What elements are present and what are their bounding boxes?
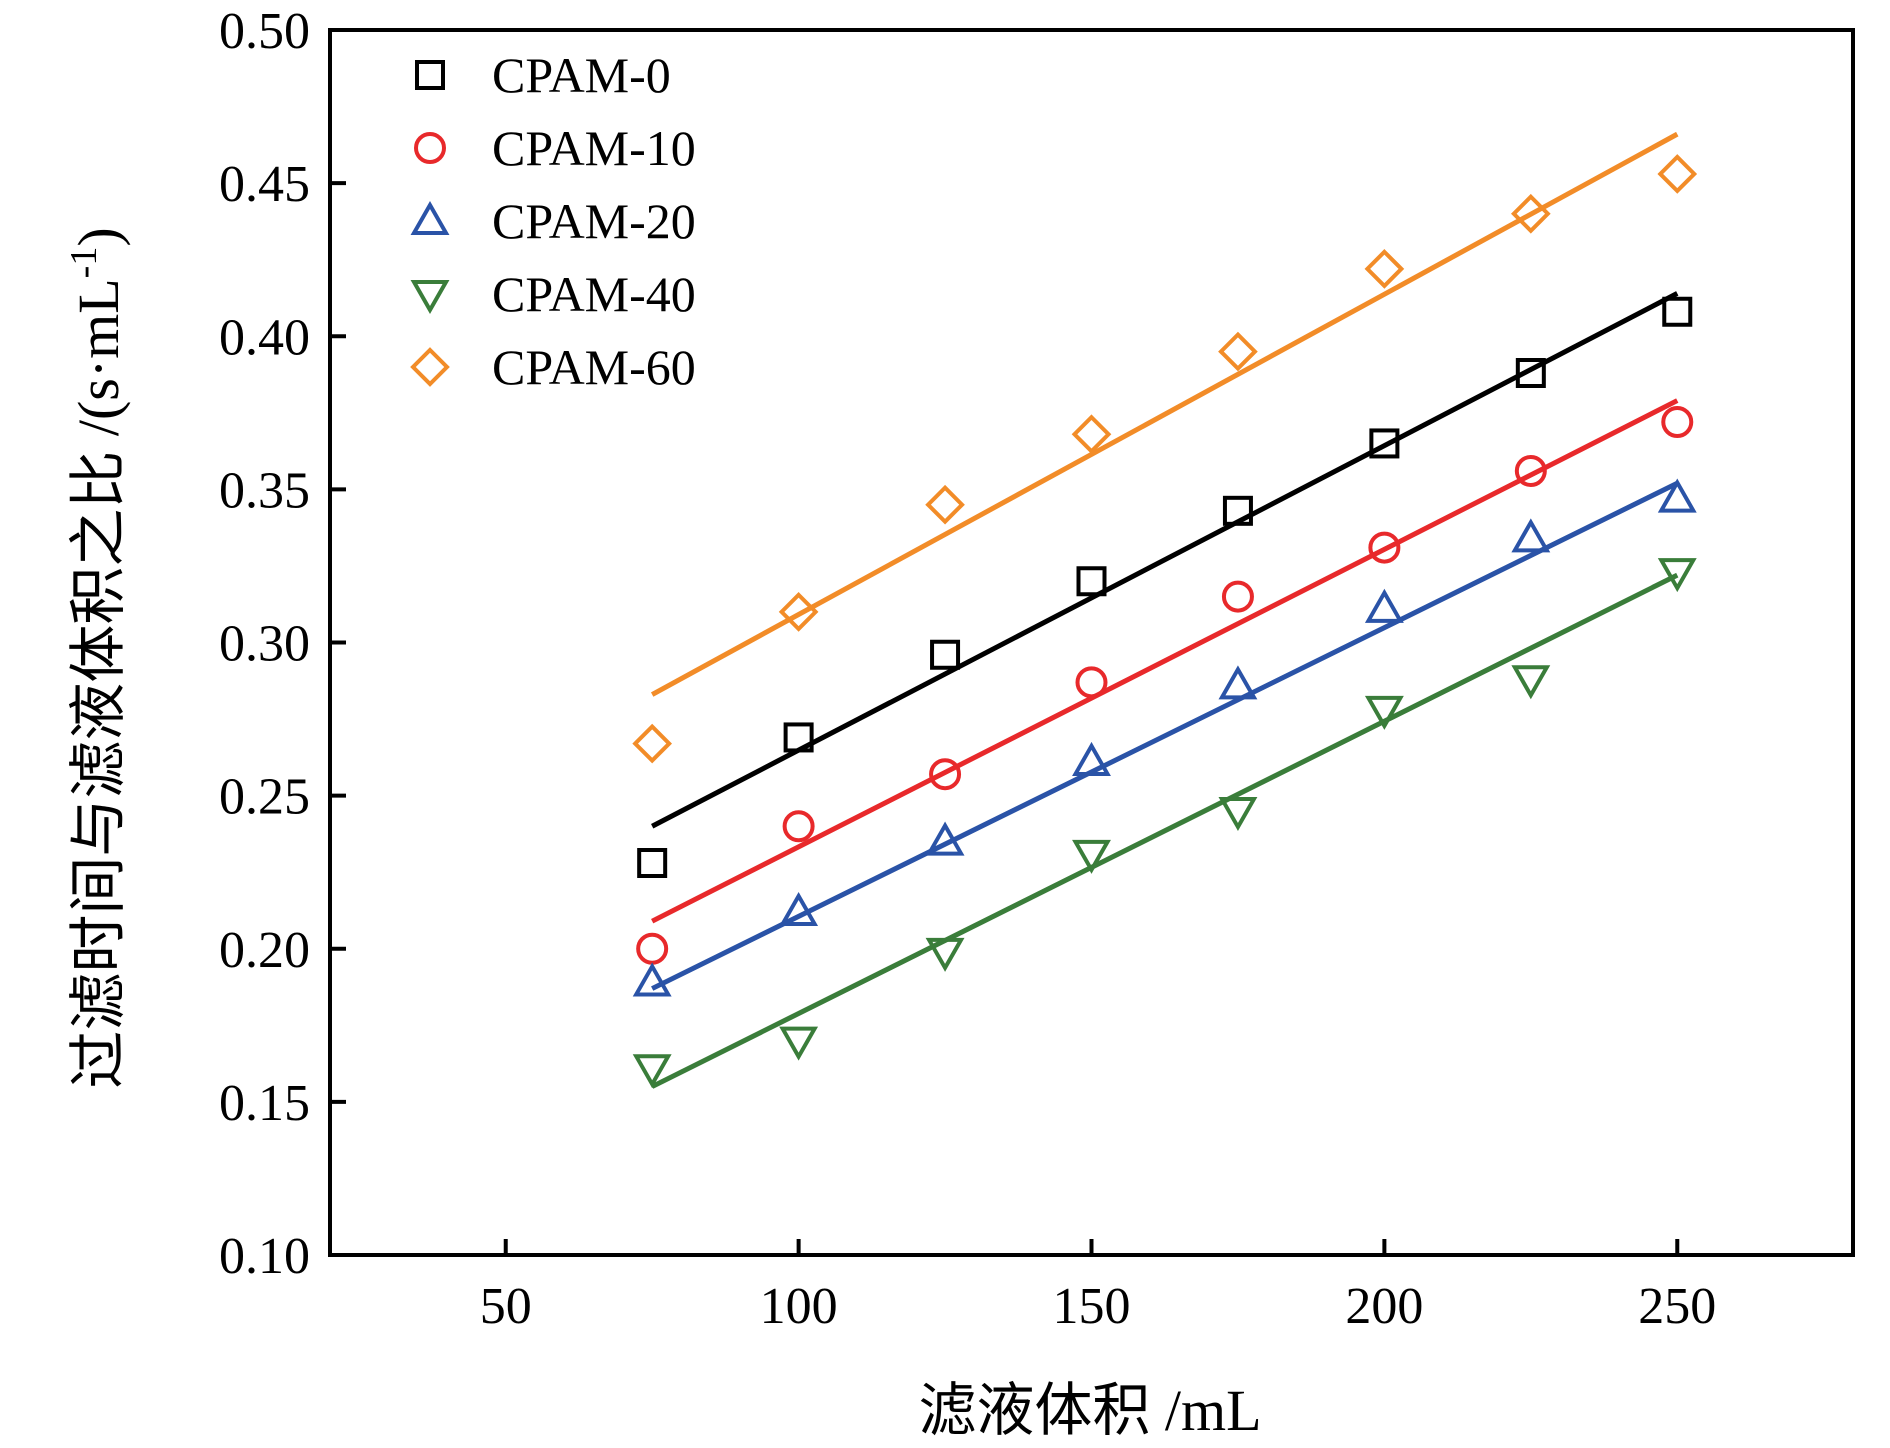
data-point-cpam-40 [1072,839,1111,874]
data-point-cpam-20 [1511,518,1551,553]
data-point-cpam-0 [637,848,668,878]
fit-line-cpam-60 [650,131,1679,697]
legend-label-cpam-0: CPAM-0 [492,47,671,103]
data-point-cpam-20 [1218,665,1258,700]
data-point-cpam-40 [1364,695,1404,730]
y-tick-label: 0.30 [219,616,310,673]
data-point-cpam-40 [1657,558,1697,593]
data-point-cpam-0 [1515,358,1546,388]
data-point-cpam-0 [1076,566,1107,597]
fit-line-cpam-20 [651,481,1679,991]
data-point-cpam-20 [925,821,965,856]
legend-marker-cpam-60 [410,347,450,387]
data-point-cpam-40 [779,1026,819,1061]
y-tick-label: 0.25 [219,769,310,826]
legend-label-cpam-20: CPAM-20 [492,193,696,249]
data-point-cpam-20 [632,962,672,997]
data-point-cpam-60 [1218,331,1258,372]
legend: CPAM-0 CPAM-10 CPAM-20 CPAM-40 CPAM-60 [410,47,696,395]
y-tick-label: 0.45 [219,156,310,213]
x-tick-label: 150 [1053,1278,1131,1335]
legend-marker-cpam-10 [414,132,446,164]
x-tick-label: 250 [1638,1278,1716,1335]
data-point-cpam-20 [1364,588,1404,623]
x-tick-label: 200 [1345,1278,1423,1335]
y-axis-title: 过滤时间与滤液体积之比 /(s·mL-1) [63,227,131,1088]
y-axis-title-close: ) [66,227,131,246]
data-point-cpam-0 [1369,428,1400,459]
legend-label-cpam-10: CPAM-10 [492,120,696,176]
data-point-cpam-40 [1218,796,1258,831]
axes: 50 100 150 200 250 0.10 0.15 0.20 0.25 0.30 0.35 0.… [219,3,1855,1335]
y-axis-title-main: 过滤时间与滤液体积之比 /(s·mL [66,278,131,1088]
fit-line-cpam-0 [651,291,1679,829]
data-point-cpam-60 [778,592,819,632]
data-point-cpam-10 [1075,666,1108,699]
data-point-cpam-60 [1364,249,1405,289]
data-point-cpam-40 [1511,665,1551,700]
data-point-cpam-10 [782,810,815,843]
data-point-cpam-0 [1222,495,1253,526]
y-axis-title-superscript: -1 [63,247,105,279]
data-point-cpam-10 [1661,406,1694,438]
data-point-cpam-0 [783,722,814,753]
data-point-cpam-60 [1510,193,1551,234]
data-point-cpam-20 [1072,741,1111,776]
y-tick-label: 0.10 [219,1228,310,1285]
y-tick-label: 0.20 [219,922,310,979]
legend-marker-cpam-40 [410,280,450,315]
x-tick-label: 50 [480,1278,532,1335]
data-point-cpam-60 [1071,414,1112,455]
data-point-cpam-40 [632,1054,672,1089]
legend-marker-cpam-0 [415,60,445,90]
fit-lines [650,131,1679,1089]
data-point-cpam-20 [1657,478,1697,513]
data-point-cpam-60 [925,484,965,525]
x-tick-label: 100 [760,1278,838,1335]
data-point-cpam-10 [1221,580,1254,613]
y-tick-label: 0.15 [219,1075,310,1132]
data-point-cpam-20 [779,891,819,926]
data-point-cpam-10 [636,932,669,965]
data-markers [632,154,1698,1089]
data-point-cpam-0 [1662,296,1693,327]
data-point-cpam-60 [1657,154,1698,194]
fit-line-cpam-10 [651,398,1679,924]
data-point-cpam-10 [1514,455,1547,487]
x-axis-title: 滤液体积 /mL [918,1378,1261,1443]
legend-label-cpam-40: CPAM-40 [492,266,696,322]
data-point-cpam-40 [925,937,965,972]
y-tick-label: 0.35 [219,462,310,519]
data-point-cpam-10 [929,758,962,791]
fit-line-cpam-40 [651,572,1679,1089]
data-point-cpam-10 [1368,531,1401,564]
data-point-cpam-60 [632,723,673,764]
legend-label-cpam-60: CPAM-60 [492,339,696,395]
data-point-cpam-0 [930,639,961,670]
y-tick-label: 0.50 [219,3,310,60]
y-tick-label: 0.40 [219,309,310,366]
legend-marker-cpam-20 [410,200,450,235]
